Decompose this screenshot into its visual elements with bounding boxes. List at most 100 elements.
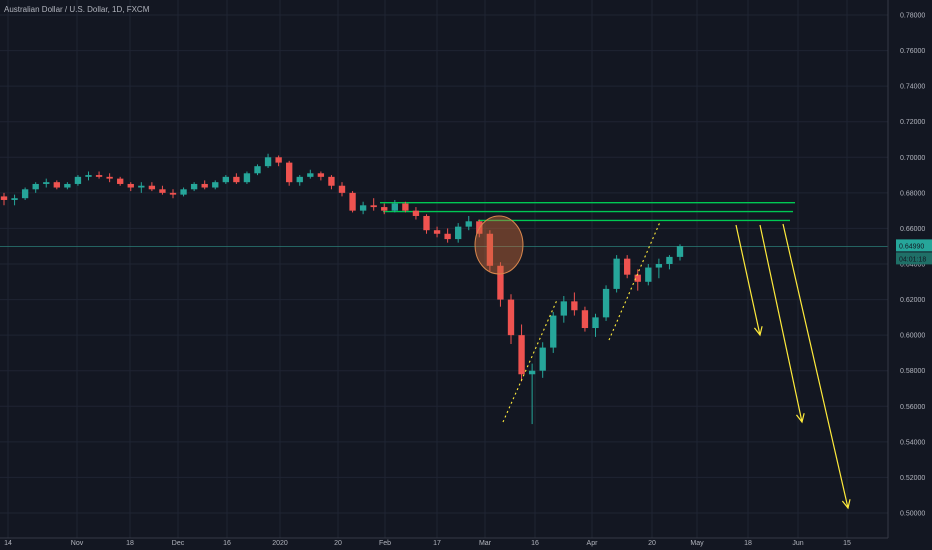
candle-body	[465, 221, 472, 227]
y-tick-label: 0.60000	[900, 333, 925, 340]
y-tick-label: 0.58000	[900, 368, 925, 375]
candle-body	[444, 233, 451, 240]
candle-body	[412, 210, 420, 216]
candle-body	[11, 198, 18, 200]
candle-body	[148, 185, 156, 190]
candle-body	[666, 256, 673, 264]
drawings	[474, 215, 851, 510]
candle-body	[117, 178, 124, 184]
candle-body	[624, 258, 631, 275]
x-tick-label: 14	[4, 540, 12, 547]
candle-body	[518, 335, 525, 375]
candle-body	[296, 176, 303, 183]
candle-body	[560, 301, 567, 316]
candle-body	[338, 185, 346, 193]
candle-body	[381, 207, 388, 211]
y-tick-label: 0.78000	[900, 13, 925, 20]
candle-body	[507, 299, 515, 336]
candle-body	[655, 264, 663, 268]
candle-body	[169, 192, 177, 195]
y-tick-label: 0.54000	[900, 439, 925, 446]
trendline-dotted	[502, 299, 558, 423]
candle-body	[286, 162, 293, 183]
candle-body	[85, 175, 92, 177]
candle-body	[233, 176, 240, 183]
candle-body	[486, 233, 494, 266]
candle-body	[264, 157, 272, 167]
countdown-box	[896, 252, 932, 265]
candle-body	[602, 288, 610, 318]
y-tick-label: 0.62000	[900, 297, 925, 304]
candle-body	[349, 192, 356, 211]
highlight-marker	[474, 215, 524, 275]
y-tick-label: 0.56000	[900, 404, 925, 411]
candle-body	[391, 203, 398, 211]
y-tick-label: 0.68000	[900, 190, 925, 197]
x-tick-label: 16	[223, 540, 231, 547]
candle-body	[497, 265, 504, 300]
x-tick-label: 20	[648, 540, 656, 547]
x-tick-label: Feb	[379, 540, 391, 547]
candle-body	[212, 182, 219, 188]
candle-body	[317, 173, 325, 177]
y-tick-label: 0.50000	[900, 511, 925, 518]
price-axis[interactable]: 0.78000 0.76000 0.74000 0.72000 0.70000 0.680…	[887, 0, 925, 538]
resistance-levels	[0, 201, 888, 247]
candle-body	[550, 315, 557, 348]
candle-body	[275, 157, 282, 163]
candle-body	[106, 176, 113, 179]
candle-body	[243, 173, 251, 183]
time-axis[interactable]: 14 Nov 18 Dec 16 2020 20 Feb 17 Mar 16 Apr 20 May 18 Ju…	[0, 537, 888, 547]
y-tick-label: 0.52000	[900, 475, 925, 482]
candle-body	[307, 173, 314, 177]
candle-body	[0, 196, 8, 200]
candle-body	[138, 185, 145, 188]
x-tick-label: 2020	[272, 540, 288, 547]
countdown-value: 04:01:18	[899, 256, 926, 263]
price-tag: 0.64990 04:01:18	[896, 239, 932, 265]
chart-title: Australian Dollar / U.S. Dollar, 1D, FXC…	[4, 5, 150, 14]
x-tick-label: 16	[531, 540, 539, 547]
candle-body	[53, 182, 60, 188]
candle-body	[254, 166, 261, 174]
x-tick-label: 18	[744, 540, 752, 547]
price-tag-value: 0.64990	[899, 243, 924, 250]
x-tick-label: Nov	[71, 540, 84, 547]
candle-body	[64, 183, 71, 188]
candle-body	[581, 310, 589, 329]
y-tick-label: 0.72000	[900, 119, 925, 126]
x-tick-label: Apr	[587, 540, 599, 547]
candle-body	[43, 182, 50, 184]
candle-body	[190, 183, 198, 190]
x-tick-label: May	[690, 540, 704, 547]
candle-body	[613, 258, 620, 289]
x-tick-label: Dec	[172, 540, 185, 547]
candle-body	[159, 189, 166, 193]
candle-body	[645, 267, 652, 282]
price-tag-box	[896, 239, 932, 252]
x-tick-label: 17	[433, 540, 441, 547]
y-tick-label: 0.64000	[900, 262, 925, 269]
candle-body	[95, 175, 103, 177]
candle-body	[370, 205, 377, 208]
candle-body	[222, 176, 229, 183]
candle-body	[32, 183, 39, 190]
candle-body	[74, 176, 82, 184]
x-tick-label: Mar	[479, 540, 492, 547]
candlestick-series	[0, 153, 684, 425]
candle-body	[402, 203, 409, 211]
y-tick-label: 0.66000	[900, 226, 925, 233]
candle-body	[423, 215, 430, 231]
projection-arrow-head	[841, 499, 851, 510]
candle-body	[528, 370, 536, 375]
projection-arrow-line	[735, 224, 761, 336]
y-tick-label: 0.76000	[900, 48, 925, 55]
trendline-dotted	[608, 221, 661, 341]
candle-body	[359, 205, 367, 211]
projection-arrow-line	[782, 223, 849, 509]
candle-body	[539, 347, 546, 371]
y-tick-label: 0.74000	[900, 84, 925, 91]
candle-body	[21, 189, 29, 199]
